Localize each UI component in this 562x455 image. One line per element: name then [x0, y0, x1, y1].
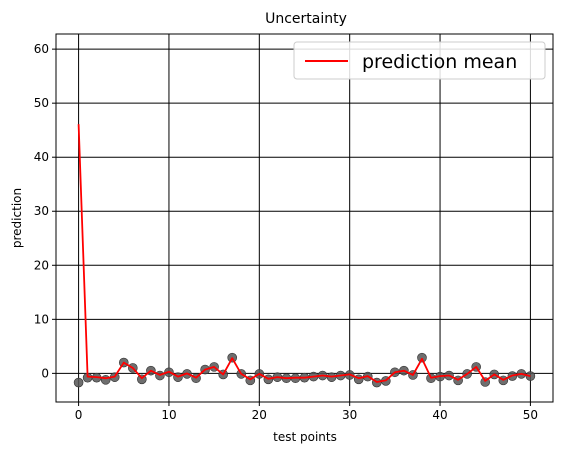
- x-axis-ticks: 0 10 20 30 40 50: [75, 402, 538, 422]
- y-axis-label: prediction: [10, 188, 24, 248]
- y-tick-label: 10: [34, 312, 49, 326]
- x-tick-label: 50: [523, 408, 538, 422]
- x-tick-label: 30: [342, 408, 357, 422]
- plot-area: [55, 33, 554, 403]
- y-tick-label: 50: [34, 96, 49, 110]
- y-axis-ticks: 0 10 20 30 40 50 60: [34, 42, 56, 380]
- line-layer: [77, 124, 531, 383]
- legend-label: prediction mean: [362, 51, 517, 73]
- mean-line: [77, 124, 531, 383]
- scatter-point: [417, 352, 427, 363]
- x-axis-label: test points: [273, 430, 337, 444]
- y-tick-label: 30: [34, 204, 49, 218]
- plot-background: [56, 34, 553, 402]
- plot-frame: [55, 33, 554, 403]
- x-tick-label: 10: [161, 408, 176, 422]
- scatter-point: [73, 377, 84, 388]
- x-tick-label: 0: [75, 408, 83, 422]
- y-tick-label: 20: [34, 258, 49, 272]
- x-tick-label: 40: [432, 408, 447, 422]
- chart-title: Uncertainty: [265, 11, 347, 27]
- x-tick-label: 20: [252, 408, 267, 422]
- y-tick-label: 40: [34, 150, 49, 164]
- legend: prediction mean: [293, 41, 546, 80]
- y-tick-label: 0: [41, 366, 49, 380]
- scatter-point: [100, 375, 111, 385]
- legend-box: [293, 41, 546, 80]
- y-tick-label: 60: [34, 42, 49, 56]
